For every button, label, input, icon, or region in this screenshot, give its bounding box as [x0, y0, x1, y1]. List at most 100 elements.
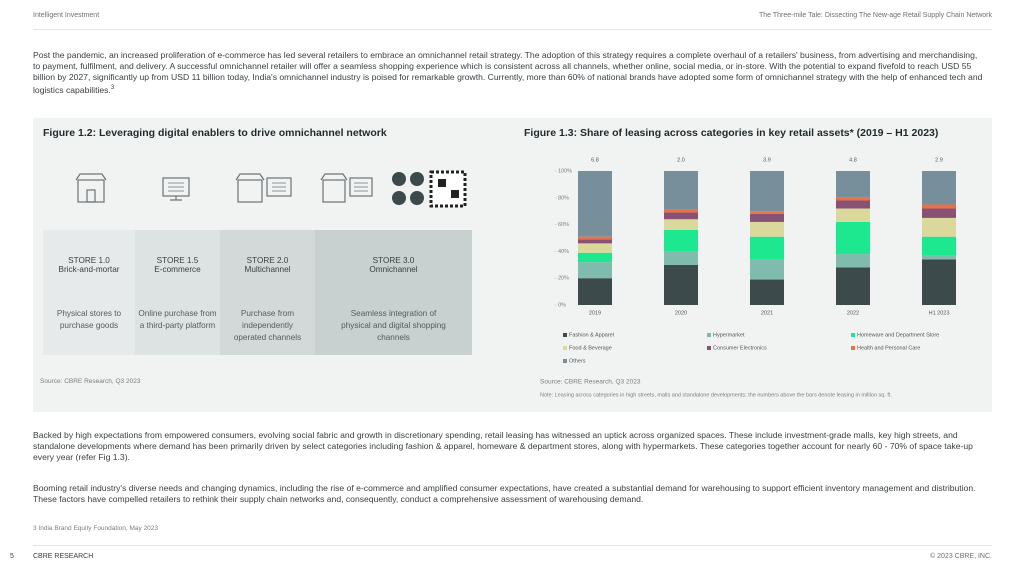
- bar-segment: [836, 208, 870, 222]
- icon-omni: [320, 173, 373, 203]
- bar-segment: [578, 239, 612, 244]
- chart: Figure 1.3: Share of leasing across cate…: [524, 127, 956, 398]
- bar-segment: [750, 171, 784, 212]
- bar-segment: [836, 267, 870, 305]
- y-tick-label: 20%: [558, 276, 569, 282]
- bar-segment: [922, 208, 956, 218]
- bar-segment: [922, 259, 956, 305]
- bar-segment: [664, 219, 698, 230]
- chart-title: Figure 1.3: Share of leasing across cate…: [524, 127, 938, 139]
- bar-segment: [664, 209, 698, 213]
- store-type: Brick-and-mortar: [58, 265, 120, 274]
- store-desc: Physical stores to purchase goods: [56, 309, 122, 330]
- bar-segment: [836, 200, 870, 209]
- y-tick-label: 60%: [558, 222, 569, 228]
- legend-swatch: [851, 333, 855, 337]
- bar-segment: [664, 251, 698, 265]
- bar-segment: [578, 171, 612, 237]
- paragraph: Booming retail industry's diverse needs …: [33, 483, 976, 504]
- note: Note: Leasing across categories in high …: [540, 392, 892, 398]
- legend-swatch: [707, 346, 711, 350]
- x-tick-label: 2020: [675, 310, 687, 316]
- footnote: 3 India Brand Equity Foundation, May 202…: [33, 525, 159, 532]
- source: Source: CBRE Research, Q3 2023: [540, 379, 641, 386]
- store-column: STORE 2.0 Multichannel Purchase from ind…: [220, 230, 315, 355]
- y-tick-label: 80%: [558, 195, 569, 201]
- store-column: STORE 1.0 Brick-and-mortar Physical stor…: [43, 230, 135, 355]
- store-type: Omnichannel: [369, 265, 418, 274]
- store-column: STORE 1.5 E-commerce Online purchase fro…: [135, 230, 220, 355]
- legend-label: Consumer Electronics: [713, 345, 767, 351]
- x-tick-label: 2019: [589, 310, 601, 316]
- footnote-ref: 3: [110, 85, 115, 91]
- bar-total: 2.0: [677, 157, 685, 163]
- legend-label: Health and Personal Care: [857, 345, 920, 351]
- bar-segment: [750, 211, 784, 214]
- bar-total: 6.8: [591, 157, 599, 163]
- legend-swatch: [563, 333, 567, 337]
- header-right: The Three-mile Tale: Dissecting The New-…: [758, 12, 992, 19]
- legend-swatch: [563, 346, 567, 350]
- icon-screen: [162, 177, 190, 201]
- store-name: STORE 1.0: [68, 256, 110, 265]
- bar-segment: [664, 264, 698, 305]
- legend-swatch: [707, 333, 711, 337]
- page-number: 5: [10, 553, 14, 560]
- legend-label: Homeware and Department Store: [857, 332, 939, 338]
- store-type: E-commerce: [154, 265, 201, 274]
- bar-segment: [664, 229, 698, 252]
- legend-label: Food & Beverage: [569, 345, 612, 351]
- store-name: STORE 2.0: [246, 256, 289, 265]
- header-left: Intelligent Investment: [33, 12, 100, 19]
- rule: [33, 545, 992, 546]
- bar-segment: [578, 243, 612, 253]
- store-icons: [75, 170, 467, 208]
- icon-store: [75, 173, 107, 203]
- icon-multi: [235, 173, 292, 203]
- x-tick-label: 2022: [847, 310, 859, 316]
- store-name: STORE 3.0: [372, 256, 415, 265]
- bar-segment: [922, 217, 956, 237]
- legend-label: Hypermarket: [713, 332, 745, 338]
- bar-segment: [578, 262, 612, 279]
- store-name: STORE 1.5: [156, 256, 199, 265]
- figure-title: Figure 1.2: Leveraging digital enablers …: [43, 127, 387, 139]
- bar-segment: [750, 221, 784, 237]
- bar-segment: [836, 221, 870, 255]
- bar-segment: [922, 255, 956, 260]
- store-column: STORE 3.0 Omnichannel Seamless integrati…: [315, 230, 472, 355]
- legend-label: Fashion & Apparel: [569, 332, 614, 338]
- bar-total: 3.9: [763, 157, 771, 163]
- store-desc: Online purchase from a third-party platf…: [138, 309, 217, 330]
- bar-total: 4.8: [849, 157, 857, 163]
- bar-segment: [836, 171, 870, 198]
- rule: [33, 29, 992, 30]
- footer-right: © 2023 CBRE, INC.: [930, 553, 992, 560]
- bar-segment: [750, 236, 784, 260]
- icon-social: [392, 170, 467, 208]
- bar-segment: [750, 259, 784, 280]
- legend-swatch: [851, 346, 855, 350]
- y-tick-label: 100%: [558, 168, 572, 174]
- bar-segment: [578, 278, 612, 305]
- store-desc: Seamless integration of physical and dig…: [341, 309, 446, 342]
- bar-segment: [578, 252, 612, 263]
- bar-segment: [922, 204, 956, 209]
- y-tick-label: 40%: [558, 249, 569, 255]
- paragraph: Backed by high expectations from empower…: [33, 430, 973, 462]
- store-desc: Purchase from independently operated cha…: [233, 309, 302, 342]
- bar-segment: [664, 171, 698, 210]
- store-type: Multichannel: [244, 265, 291, 274]
- x-tick-label: H1 2023: [929, 310, 950, 316]
- legend-label: Others: [569, 358, 586, 364]
- bar-total: 2.9: [935, 157, 943, 163]
- legend-swatch: [563, 359, 567, 363]
- bar-segment: [922, 171, 956, 205]
- source: Source: CBRE Research, Q3 2023: [40, 378, 141, 385]
- text: Post the pandemic, an increased prolifer…: [33, 50, 983, 95]
- bar-segment: [922, 236, 956, 256]
- bar-segment: [836, 197, 870, 201]
- bar-segment: [750, 213, 784, 222]
- x-tick-label: 2021: [761, 310, 773, 316]
